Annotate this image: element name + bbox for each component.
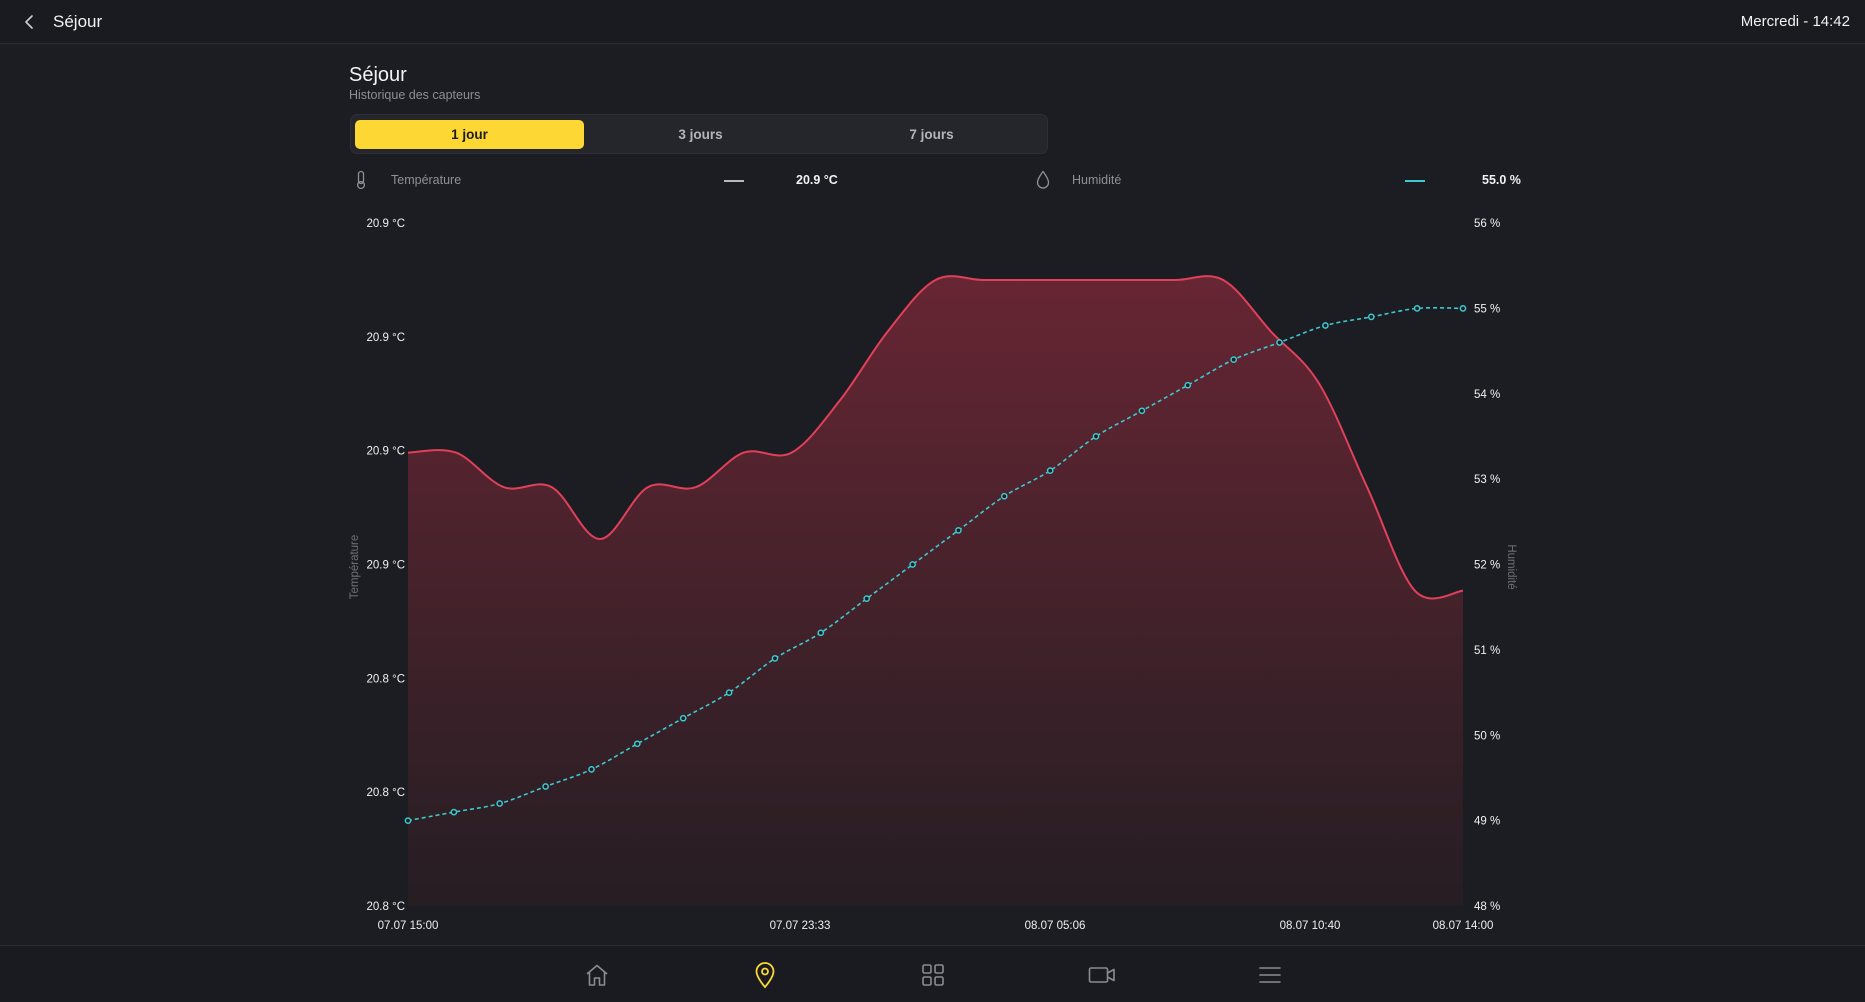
humidity-point: [909, 561, 916, 568]
humidity-point: [1138, 407, 1146, 415]
right-axis-tick: 54 %: [1474, 389, 1500, 401]
top-bar: Séjour Mercredi - 14:42: [0, 0, 1865, 44]
nav-devices-button[interactable]: [913, 956, 953, 994]
humidity-point: [404, 817, 412, 824]
humidity-point: [817, 629, 825, 637]
right-axis-tick: 55 %: [1474, 303, 1500, 315]
header-title: Séjour: [53, 12, 103, 31]
left-axis-tick: 20.8 °C: [367, 901, 405, 913]
humidity-point: [679, 714, 687, 722]
right-axis-tick: 51 %: [1474, 645, 1500, 657]
tab-3-days[interactable]: 3 jours: [678, 127, 723, 142]
left-axis-title: Température: [349, 535, 361, 600]
left-axis-tick: 20.8 °C: [367, 787, 405, 799]
right-axis-tick: 52 %: [1474, 560, 1500, 572]
range-selector: 1 jour 3 jours 7 jours: [350, 114, 1048, 154]
left-axis-tick: 20.9 °C: [367, 446, 405, 458]
left-axis-tick: 20.9 °C: [367, 560, 405, 572]
humidity-point: [1322, 322, 1329, 329]
humidity-point: [863, 595, 871, 602]
sensor-history-chart: Température Humidité 20.9 °C 20.9 °C 20.9 …: [349, 218, 1517, 932]
nav-home-button[interactable]: [577, 956, 617, 994]
nav-cameras-button[interactable]: [1082, 956, 1122, 994]
left-axis-tick: 20.9 °C: [367, 218, 405, 230]
left-axis-tick: 20.8 °C: [367, 673, 405, 685]
humidity-point: [1046, 467, 1054, 474]
temperature-area: [408, 276, 1463, 907]
humidity-point: [1413, 305, 1421, 312]
nav-rooms-button[interactable]: [745, 956, 785, 994]
humidity-point: [1184, 381, 1192, 389]
legend-humidity-label: Humidité: [1072, 173, 1122, 187]
chevron-left-icon: [25, 15, 33, 29]
tab-1-day[interactable]: 1 jour: [355, 120, 584, 149]
humidity-point: [588, 766, 595, 773]
home-icon: [586, 964, 608, 986]
humidity-point: [542, 783, 549, 790]
humidity-point: [496, 800, 504, 807]
right-axis-tick: 49 %: [1474, 816, 1500, 828]
humidity-point: [1000, 492, 1008, 500]
humidity-point: [1367, 313, 1375, 321]
tab-7-days[interactable]: 7 jours: [909, 127, 954, 142]
right-axis-tick: 50 %: [1474, 730, 1500, 742]
legend-temperature-value: 20.9 °C: [796, 173, 838, 187]
legend-humidity-value: 55.0 %: [1482, 173, 1521, 187]
header-clock: Mercredi - 14:42: [1740, 13, 1850, 30]
location-pin-icon: [755, 962, 775, 989]
x-axis-tick: 07.07 15:00: [378, 920, 439, 932]
droplet-icon: [1036, 170, 1050, 189]
page-subtitle: Historique des capteurs: [349, 88, 481, 102]
humidity-point: [771, 655, 779, 662]
thermometer-icon: [356, 170, 366, 190]
humidity-point: [1230, 356, 1238, 363]
legend-humidity: Humidité 55.0 %: [1036, 170, 1526, 190]
left-axis-tick: 20.9 °C: [367, 332, 405, 344]
humidity-point: [1459, 305, 1467, 312]
right-axis-tick: 48 %: [1474, 901, 1500, 913]
page-title: Séjour: [349, 64, 407, 86]
legend-humidity-swatch: [1405, 180, 1425, 182]
bottom-navigation: [0, 945, 1865, 1002]
humidity-point: [725, 689, 733, 696]
camera-icon: [1088, 967, 1115, 983]
back-button[interactable]: [16, 8, 42, 36]
x-axis-tick: 08.07 14:00: [1433, 920, 1494, 932]
x-axis-tick: 07.07 23:33: [770, 920, 831, 932]
humidity-point: [1092, 433, 1100, 440]
humidity-point: [450, 808, 458, 816]
temperature-line: [407, 275, 1464, 600]
right-axis-tick: 53 %: [1474, 474, 1500, 486]
menu-icon: [1259, 967, 1281, 983]
x-axis-tick: 08.07 05:06: [1025, 920, 1086, 932]
humidity-point: [633, 740, 641, 748]
humidity-point: [955, 527, 962, 534]
grid-icon: [922, 964, 944, 986]
nav-menu-button[interactable]: [1250, 956, 1290, 994]
right-axis-title: Humidité: [1505, 544, 1517, 589]
legend-temperature: Température 20.9 °C: [355, 170, 845, 190]
x-axis-tick: 08.07 10:40: [1280, 920, 1341, 932]
right-axis-tick: 56 %: [1474, 218, 1500, 230]
humidity-point: [1276, 339, 1283, 346]
legend-temperature-swatch: [724, 180, 744, 182]
legend-temperature-label: Température: [391, 173, 462, 187]
